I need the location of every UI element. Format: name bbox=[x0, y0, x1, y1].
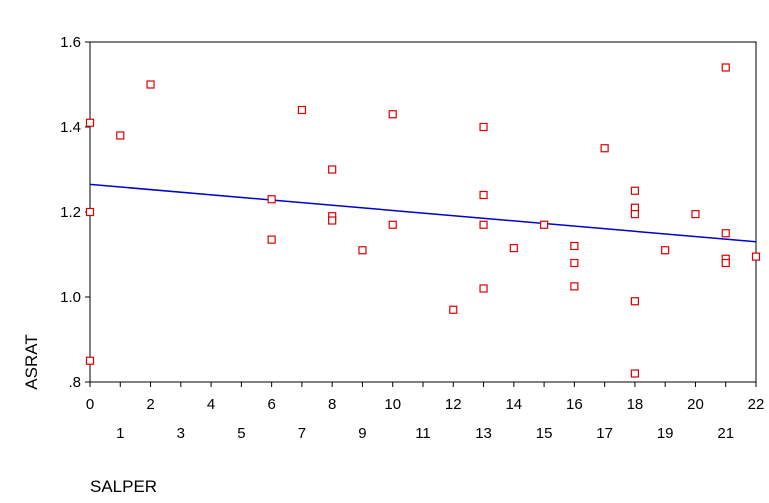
x-tick-label: 7 bbox=[298, 425, 306, 442]
x-tick-label: 17 bbox=[596, 425, 613, 442]
points-group bbox=[85, 63, 761, 378]
y-tick-label: 1.0 bbox=[60, 289, 81, 306]
x-tick-label: 4 bbox=[207, 396, 215, 413]
x-tick-label: 5 bbox=[237, 425, 245, 442]
data-point bbox=[449, 305, 458, 314]
x-tick-label: 12 bbox=[445, 396, 462, 413]
plot-frame bbox=[89, 41, 757, 383]
x-tick-label: 20 bbox=[687, 396, 704, 413]
data-point bbox=[267, 195, 276, 204]
data-point bbox=[570, 258, 579, 268]
x-tick-label: 14 bbox=[505, 396, 522, 413]
data-point bbox=[85, 118, 95, 127]
data-point bbox=[570, 282, 579, 291]
data-point bbox=[751, 252, 761, 261]
x-tick-label: 22 bbox=[748, 396, 765, 413]
data-point bbox=[479, 284, 488, 293]
x-tick-label: 3 bbox=[177, 425, 185, 442]
tick-labels-group: .81.01.21.41.60 2 4 6 8 10 12 14 16 18 20 221 3 5 7 9 11… bbox=[60, 34, 764, 442]
data-point bbox=[721, 258, 730, 268]
x-tick-label: 8 bbox=[328, 396, 336, 413]
x-tick-label: 1 bbox=[116, 425, 124, 442]
y-tick-label: 1.4 bbox=[60, 119, 81, 136]
data-point bbox=[630, 297, 640, 306]
x-tick-label: 9 bbox=[358, 425, 366, 442]
data-point bbox=[388, 110, 397, 119]
x-tick-label: 16 bbox=[566, 396, 583, 413]
data-point bbox=[297, 105, 307, 115]
data-point bbox=[479, 220, 488, 229]
y-tick-label: .8 bbox=[68, 374, 81, 391]
data-point bbox=[85, 207, 95, 217]
data-point bbox=[116, 131, 125, 140]
data-point bbox=[328, 216, 337, 225]
data-point bbox=[661, 246, 670, 255]
data-point bbox=[600, 144, 609, 153]
axes bbox=[85, 41, 757, 387]
data-point bbox=[721, 229, 730, 238]
x-tick-label: 15 bbox=[536, 425, 553, 442]
y-axis-title: ASRAT bbox=[22, 334, 41, 389]
data-point bbox=[267, 235, 276, 244]
data-point bbox=[691, 210, 700, 219]
data-point bbox=[85, 356, 95, 365]
data-point bbox=[479, 122, 488, 132]
data-point bbox=[630, 369, 640, 378]
x-tick-label: 6 bbox=[267, 396, 275, 413]
data-point bbox=[479, 190, 488, 200]
x-tick-label: 18 bbox=[627, 396, 644, 413]
fit-line-group bbox=[89, 183, 757, 243]
data-point bbox=[721, 63, 730, 72]
data-point bbox=[539, 220, 549, 229]
x-tick-label: 10 bbox=[384, 396, 401, 413]
regression-line bbox=[89, 183, 757, 243]
data-point bbox=[358, 246, 367, 255]
data-point bbox=[630, 186, 640, 195]
data-point bbox=[388, 220, 397, 229]
data-point bbox=[328, 165, 337, 174]
data-point bbox=[509, 244, 518, 253]
data-point bbox=[570, 241, 579, 251]
x-axis-title: SALPER bbox=[90, 477, 157, 496]
y-tick-label: 1.2 bbox=[60, 204, 81, 221]
y-tick-label: 1.6 bbox=[60, 34, 81, 51]
x-tick-label: 19 bbox=[657, 425, 674, 442]
data-point bbox=[146, 80, 155, 89]
x-tick-label: 21 bbox=[717, 425, 734, 442]
x-tick-label: 2 bbox=[146, 396, 154, 413]
x-tick-label: 13 bbox=[475, 425, 492, 442]
x-tick-label: 0 bbox=[86, 396, 94, 413]
data-point bbox=[630, 210, 640, 219]
x-tick-label: 11 bbox=[415, 425, 431, 442]
